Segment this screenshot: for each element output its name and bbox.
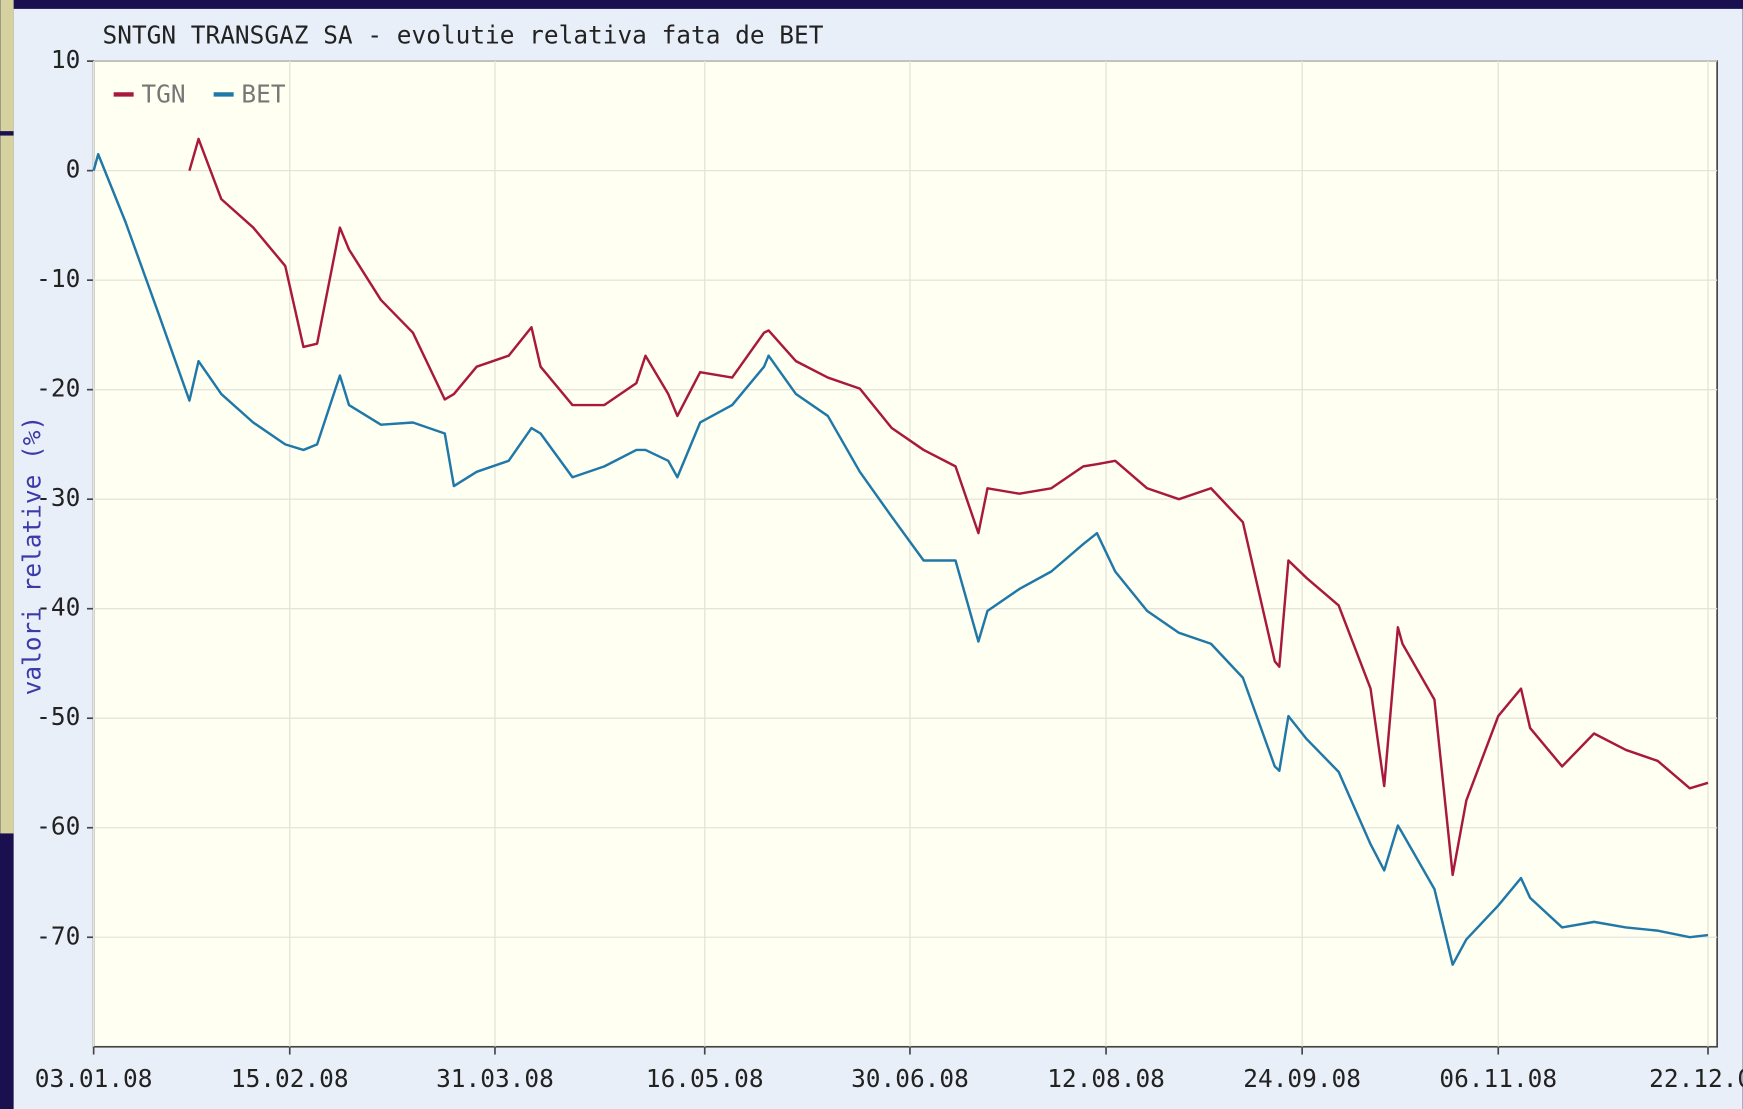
x-tick-label: 16.05.08 (646, 1064, 764, 1093)
x-tick-label: 22.12.08 (1649, 1064, 1743, 1093)
line-series (92, 153, 1709, 966)
y-tick-label: -50 (36, 702, 80, 731)
plot-area (92, 60, 1718, 1048)
x-tick-label: 03.01.08 (35, 1064, 153, 1093)
legend-label: BET (241, 80, 285, 109)
y-axis-label: valori relative (%) (18, 416, 47, 696)
y-tick-label: 0 (66, 155, 81, 184)
x-tick-label: 30.06.08 (851, 1064, 969, 1093)
x-tick-label: 06.11.08 (1439, 1064, 1557, 1093)
legend-label: TGN (141, 80, 185, 109)
x-tick-label: 12.08.08 (1047, 1064, 1165, 1093)
chart-title: SNTGN TRANSGAZ SA - evolutie relativa fa… (103, 21, 824, 50)
x-tick-label: 15.02.08 (231, 1064, 349, 1093)
y-tick-label: -30 (36, 483, 80, 512)
y-tick-label: -70 (36, 921, 80, 950)
line-series (188, 137, 1709, 877)
side-decoration (0, 135, 14, 834)
y-tick-label: -40 (36, 593, 80, 622)
y-tick-label: -20 (36, 374, 80, 403)
x-tick-label: 24.09.08 (1243, 1064, 1361, 1093)
x-tick-label: 31.03.08 (436, 1064, 554, 1093)
y-tick-label: -60 (36, 812, 80, 841)
y-tick-label: -10 (36, 264, 80, 293)
y-tick-label: 10 (51, 45, 80, 74)
side-decoration (0, 0, 14, 132)
